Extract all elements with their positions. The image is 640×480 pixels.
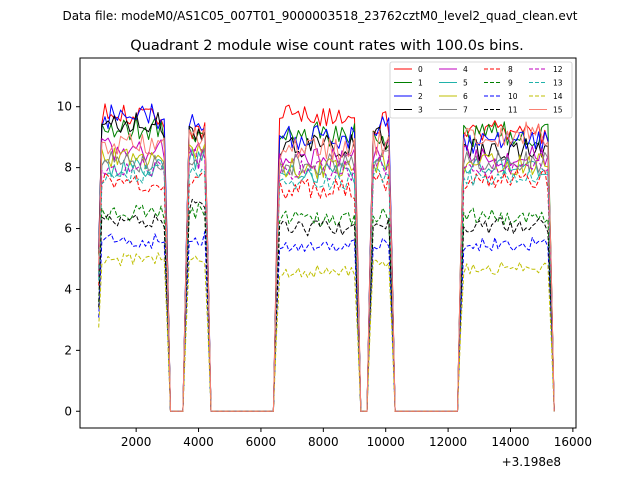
legend-label-0: 0 [418,65,423,74]
y-tick-label: 4 [64,282,72,296]
y-tick-label: 2 [64,343,72,357]
x-tick-label: 8000 [308,435,339,449]
y-tick-label: 10 [57,100,72,114]
legend-label-3: 3 [418,106,423,115]
series-line-13 [98,163,555,412]
legend-label-7: 7 [463,106,468,115]
legend-label-13: 13 [553,79,563,88]
y-tick-label: 0 [64,404,72,418]
x-tick-label: 2000 [121,435,152,449]
y-tick-label: 6 [64,222,72,236]
y-tick-label: 8 [64,161,72,175]
legend-label-5: 5 [463,79,468,88]
legend-label-14: 14 [553,92,563,101]
x-tick-label: 12000 [429,435,467,449]
legend-box [389,61,573,119]
legend-label-4: 4 [463,65,468,74]
legend-label-15: 15 [553,106,563,115]
series-line-15 [98,121,555,412]
x-tick-label: 14000 [491,435,529,449]
legend-label-2: 2 [418,92,423,101]
series-line-12 [98,148,555,412]
series-group [98,103,555,412]
legend-label-12: 12 [553,65,563,74]
x-tick-label: 10000 [367,435,405,449]
x-tick-label: 16000 [554,435,592,449]
series-line-11 [98,198,555,412]
x-axis-offset-label: +3.198e8 [502,455,561,469]
x-tick-label: 4000 [183,435,214,449]
figure-suptitle: Data file: modeM0/AS1C05_007T01_90000035… [62,9,577,23]
x-tick-label: 6000 [246,435,277,449]
plot-area-frame [79,57,577,429]
x-axis: 2000 4000 6000 8000 10000 12000 14000 16000 [121,428,592,449]
chart-title: Quadrant 2 module wise count rates with … [130,38,524,54]
legend-label-8: 8 [508,65,513,74]
legend-label-10: 10 [508,92,518,101]
legend-label-1: 1 [418,79,423,88]
y-axis: 0 2 4 6 8 10 [57,100,80,418]
legend-label-9: 9 [508,79,513,88]
legend-label-6: 6 [463,92,468,101]
legend-label-11: 11 [508,106,518,115]
